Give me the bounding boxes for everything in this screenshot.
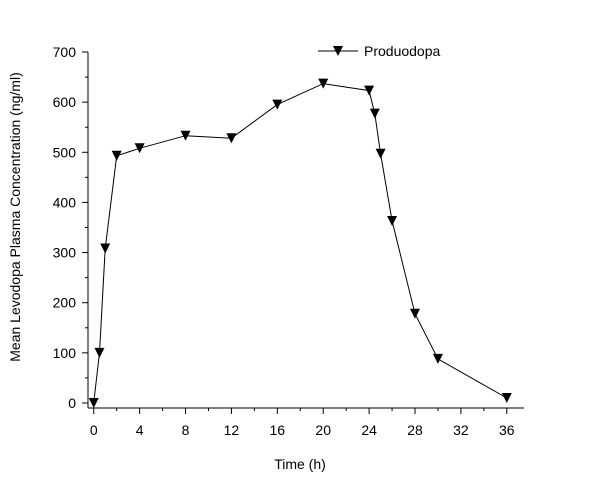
data-point [94,347,105,358]
x-axis-title: Time (h) [274,456,326,472]
plot-area: 0 100 200 300 400 500 600 700 0 4 8 12 16 20 24 28 32 36 [53,44,524,438]
y-tick-label: 100 [53,345,77,361]
data-point [100,243,111,254]
x-tick-label: 8 [182,422,190,438]
legend-marker [333,46,343,56]
x-tick-label: 4 [136,422,144,438]
data-point [501,392,512,403]
x-tick-label: 12 [224,422,240,438]
data-point [318,78,329,89]
x-tick-label: 24 [361,422,377,438]
x-tick-label: 32 [453,422,469,438]
data-point [432,353,443,364]
data-point [134,143,145,154]
data-point [272,99,283,110]
data-point [88,397,99,408]
series-line [93,83,508,404]
data-point [410,308,420,319]
y-tick-label: 700 [53,44,77,60]
x-tick-label: 16 [270,422,286,438]
data-point [364,85,375,96]
data-point [387,215,398,226]
y-tick-label: 600 [53,94,77,110]
y-axis-ticks: 0 100 200 300 400 500 600 700 [53,44,88,411]
y-tick-label: 400 [53,194,77,210]
series-layer [88,78,512,408]
data-point [180,130,191,141]
legend: Produodopa [318,43,441,59]
x-tick-label: 28 [407,422,423,438]
y-tick-label: 0 [68,395,76,411]
y-axis-title: Mean Levodopa Plasma Concentration (ng/m… [7,72,23,362]
data-point [111,150,122,161]
x-axis-ticks: 0 4 8 12 16 20 24 28 32 36 [90,408,515,438]
y-tick-label: 500 [53,144,77,160]
legend-label: Produodopa [364,43,441,59]
x-tick-label: 36 [499,422,515,438]
y-tick-label: 300 [53,245,77,261]
data-point [375,148,386,159]
data-point [226,133,237,144]
data-point [369,108,380,119]
x-tick-label: 20 [315,422,331,438]
y-tick-label: 200 [53,295,77,311]
x-tick-label: 0 [90,422,98,438]
